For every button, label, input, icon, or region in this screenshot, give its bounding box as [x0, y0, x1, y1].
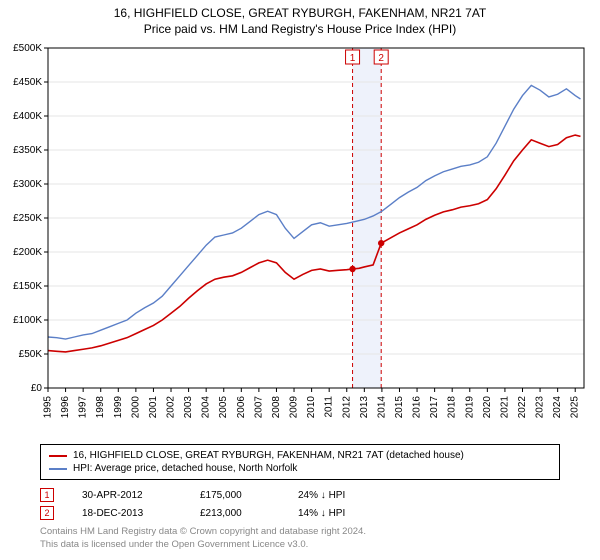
svg-text:2008: 2008 [271, 396, 282, 419]
svg-text:£500K: £500K [13, 43, 42, 54]
sale-price: £175,000 [200, 490, 270, 501]
line-chart: £0 £50K £100K £150K £200K £250K £300K £350K £400… [0, 38, 600, 438]
sale-price: £213,000 [200, 508, 270, 519]
svg-text:2019: 2019 [464, 396, 475, 419]
svg-text:2016: 2016 [412, 396, 423, 419]
sale-marker-icon: 2 [40, 506, 54, 520]
svg-text:2007: 2007 [253, 396, 264, 419]
svg-text:2002: 2002 [166, 396, 177, 419]
svg-text:1997: 1997 [78, 396, 89, 419]
svg-text:£200K: £200K [13, 247, 42, 258]
footer-line-2: This data is licensed under the Open Gov… [40, 539, 560, 552]
title-line-2: Price paid vs. HM Land Registry's House … [0, 22, 600, 36]
svg-text:2011: 2011 [324, 396, 335, 418]
footer-line-1: Contains HM Land Registry data © Crown c… [40, 526, 560, 539]
svg-text:2018: 2018 [447, 396, 458, 419]
svg-text:2025: 2025 [570, 396, 581, 419]
svg-text:2004: 2004 [201, 396, 212, 419]
svg-text:2022: 2022 [517, 396, 528, 419]
svg-text:1996: 1996 [60, 396, 71, 419]
svg-text:£400K: £400K [13, 111, 42, 122]
svg-text:2: 2 [378, 53, 384, 64]
chart-svg: £0 £50K £100K £150K £200K £250K £300K £350K £400… [0, 38, 600, 438]
svg-text:£300K: £300K [13, 179, 42, 190]
svg-text:2005: 2005 [218, 396, 229, 419]
sale-delta: 24% ↓ HPI [298, 490, 345, 501]
svg-text:2010: 2010 [306, 396, 317, 419]
legend: 16, HIGHFIELD CLOSE, GREAT RYBURGH, FAKE… [40, 444, 560, 480]
title-line-1: 16, HIGHFIELD CLOSE, GREAT RYBURGH, FAKE… [0, 6, 600, 20]
svg-text:£50K: £50K [19, 349, 43, 360]
svg-text:2020: 2020 [482, 396, 493, 419]
legend-swatch [49, 455, 67, 457]
table-row: 2 18-DEC-2013 £213,000 14% ↓ HPI [40, 504, 560, 522]
legend-item: HPI: Average price, detached house, Nort… [49, 462, 551, 475]
svg-text:£150K: £150K [13, 281, 42, 292]
svg-text:1999: 1999 [113, 396, 124, 419]
footer-attribution: Contains HM Land Registry data © Crown c… [40, 526, 560, 552]
svg-text:2021: 2021 [499, 396, 510, 419]
sales-table: 1 30-APR-2012 £175,000 24% ↓ HPI 2 18-DE… [40, 486, 560, 522]
svg-text:1995: 1995 [43, 396, 54, 419]
svg-text:2003: 2003 [183, 396, 194, 419]
svg-text:2014: 2014 [376, 396, 387, 419]
svg-text:2006: 2006 [236, 396, 247, 419]
svg-text:2012: 2012 [341, 396, 352, 419]
svg-text:£450K: £450K [13, 77, 42, 88]
sale-delta: 14% ↓ HPI [298, 508, 345, 519]
svg-text:£0: £0 [31, 383, 43, 394]
sale-date: 30-APR-2012 [82, 490, 172, 501]
svg-text:2009: 2009 [289, 396, 300, 419]
legend-label: 16, HIGHFIELD CLOSE, GREAT RYBURGH, FAKE… [73, 450, 464, 461]
sale-marker-icon: 1 [40, 488, 54, 502]
svg-text:1998: 1998 [95, 396, 106, 419]
svg-text:2001: 2001 [148, 396, 159, 419]
svg-text:2015: 2015 [394, 396, 405, 419]
legend-label: HPI: Average price, detached house, Nort… [73, 463, 297, 474]
sale-date: 18-DEC-2013 [82, 508, 172, 519]
svg-text:2023: 2023 [535, 396, 546, 419]
legend-swatch [49, 468, 67, 470]
svg-text:2024: 2024 [552, 396, 563, 419]
chart-container: 16, HIGHFIELD CLOSE, GREAT RYBURGH, FAKE… [0, 0, 600, 552]
svg-text:2013: 2013 [359, 396, 370, 419]
svg-text:2017: 2017 [429, 396, 440, 419]
svg-text:£250K: £250K [13, 213, 42, 224]
svg-text:£100K: £100K [13, 315, 42, 326]
table-row: 1 30-APR-2012 £175,000 24% ↓ HPI [40, 486, 560, 504]
svg-text:£350K: £350K [13, 145, 42, 156]
svg-text:2000: 2000 [130, 396, 141, 419]
svg-text:1: 1 [350, 53, 356, 64]
title-block: 16, HIGHFIELD CLOSE, GREAT RYBURGH, FAKE… [0, 0, 600, 38]
legend-item: 16, HIGHFIELD CLOSE, GREAT RYBURGH, FAKE… [49, 449, 551, 462]
